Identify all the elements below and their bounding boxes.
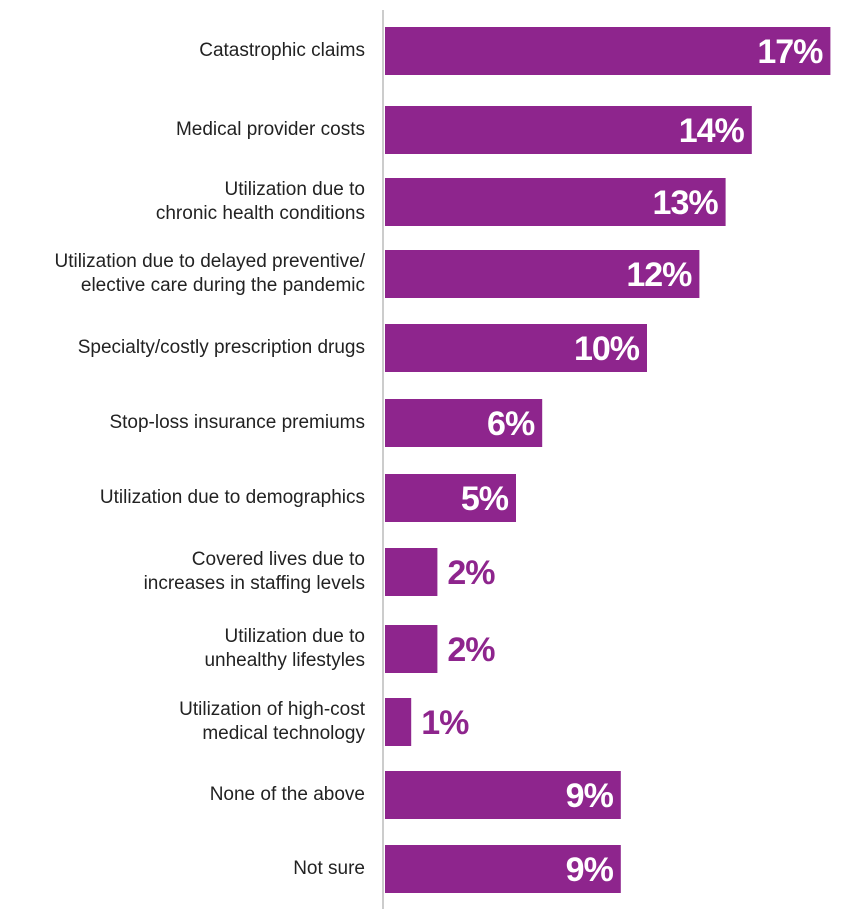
- category-label: Specialty/costly prescription drugs: [77, 337, 365, 358]
- value-label: 12%: [626, 256, 692, 294]
- value-label: 10%: [574, 330, 640, 368]
- category-label: Catastrophic claims: [199, 40, 365, 61]
- category-label: Utilization of high-cost medical technol…: [179, 699, 365, 744]
- bar: [385, 548, 438, 596]
- category-label: Utilization due to chronic health condit…: [155, 179, 365, 224]
- value-label: 13%: [653, 184, 719, 222]
- category-label: Utilization due to delayed preventive/ e…: [54, 251, 365, 296]
- category-label: Covered lives due to increases in staffi…: [143, 549, 365, 594]
- bar: [385, 106, 752, 154]
- category-label: Not sure: [293, 858, 365, 879]
- category-label: Stop-loss insurance premiums: [109, 412, 365, 433]
- value-label: 2%: [447, 554, 495, 592]
- bar: [385, 27, 831, 75]
- value-label: 14%: [679, 112, 745, 150]
- bar: [385, 250, 700, 298]
- category-label: None of the above: [209, 784, 365, 805]
- bar: [385, 324, 647, 372]
- value-label: 1%: [421, 704, 469, 742]
- bar: [385, 845, 621, 893]
- value-label: 9%: [566, 777, 614, 815]
- bar: [385, 399, 543, 447]
- category-label: Utilization due to demographics: [99, 487, 365, 508]
- bar: [385, 771, 621, 819]
- bar: [385, 178, 726, 226]
- category-label: Medical provider costs: [175, 119, 365, 140]
- value-label: 5%: [461, 480, 509, 518]
- bar: [385, 474, 516, 522]
- category-label: Utilization due to unhealthy lifestyles: [204, 626, 365, 671]
- bar: [385, 625, 438, 673]
- value-label: 6%: [487, 405, 535, 443]
- bar: [385, 698, 412, 746]
- value-label: 17%: [757, 33, 823, 71]
- value-label: 9%: [566, 851, 614, 889]
- value-label: 2%: [447, 631, 495, 669]
